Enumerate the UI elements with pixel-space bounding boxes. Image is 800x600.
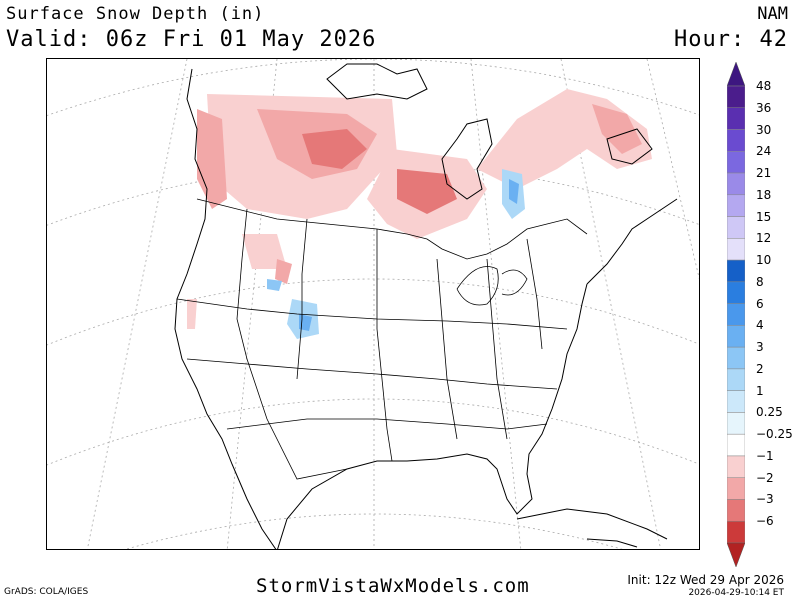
legend-label: −2 (756, 470, 774, 485)
legend-swatch (727, 85, 745, 109)
legend-swatch (727, 325, 745, 348)
legend-swatch (727, 172, 745, 196)
legend-swatch (727, 238, 745, 261)
legend-label: 15 (756, 209, 772, 224)
software-credit: GrADS: COLA/IGES (4, 587, 89, 597)
legend-swatch (727, 390, 745, 413)
legend-swatch (727, 281, 745, 304)
generation-timestamp: 2026-04-29-10:14 ET (688, 588, 784, 598)
coastlines (174, 63, 678, 549)
legend-swatch (727, 194, 745, 217)
legend-label: −1 (756, 448, 774, 463)
legend-label: 18 (756, 187, 772, 202)
legend-label: 12 (756, 231, 772, 246)
legend-swatch (727, 412, 745, 435)
legend-label: 3 (756, 340, 764, 355)
legend-swatch (727, 346, 745, 370)
legend-swatch (727, 433, 745, 457)
legend-swatch (727, 455, 745, 478)
snow-depth-shading (187, 89, 652, 339)
legend-label: 2 (756, 361, 764, 376)
legend-label: 4 (756, 318, 764, 333)
legend-label: 8 (756, 274, 764, 289)
map-panel (46, 58, 700, 550)
model-name: NAM (757, 4, 788, 24)
legend-label: 24 (756, 144, 772, 159)
legend-label: 0.25 (756, 405, 783, 420)
legend-swatch (727, 303, 745, 326)
legend-label: 1 (756, 383, 764, 398)
legend-label: 10 (756, 253, 772, 268)
legend-swatch (727, 107, 745, 130)
forecast-hour: Hour: 42 (674, 27, 788, 52)
legend-label: −0.25 (756, 427, 793, 442)
site-credit: StormVistaWxModels.com (256, 575, 530, 597)
legend-swatch (727, 216, 745, 239)
legend-top-arrow (727, 62, 745, 87)
init-time: Init: 12z Wed 29 Apr 2026 (627, 573, 784, 587)
legend-bottom-arrow (727, 542, 745, 567)
legend-swatch (727, 129, 745, 152)
legend-swatch (727, 259, 745, 283)
legend-label: −3 (756, 492, 774, 507)
legend-swatch (727, 477, 745, 500)
legend-label: −6 (756, 514, 774, 529)
legend-label: 48 (756, 79, 772, 93)
map-title: Surface Snow Depth (in) (6, 4, 265, 24)
legend-label: 21 (756, 166, 772, 181)
snow-depth-map (47, 59, 699, 549)
borders (176, 198, 588, 480)
valid-time: Valid: 06z Fri 01 May 2026 (6, 27, 377, 52)
legend-swatch (727, 520, 745, 544)
legend-label: 6 (756, 296, 764, 311)
legend-label: 36 (756, 100, 772, 115)
legend-swatch (727, 499, 745, 522)
color-legend-bar (727, 62, 745, 567)
legend-label: 30 (756, 122, 772, 137)
legend-swatch (727, 368, 745, 391)
legend-swatch (727, 151, 745, 174)
